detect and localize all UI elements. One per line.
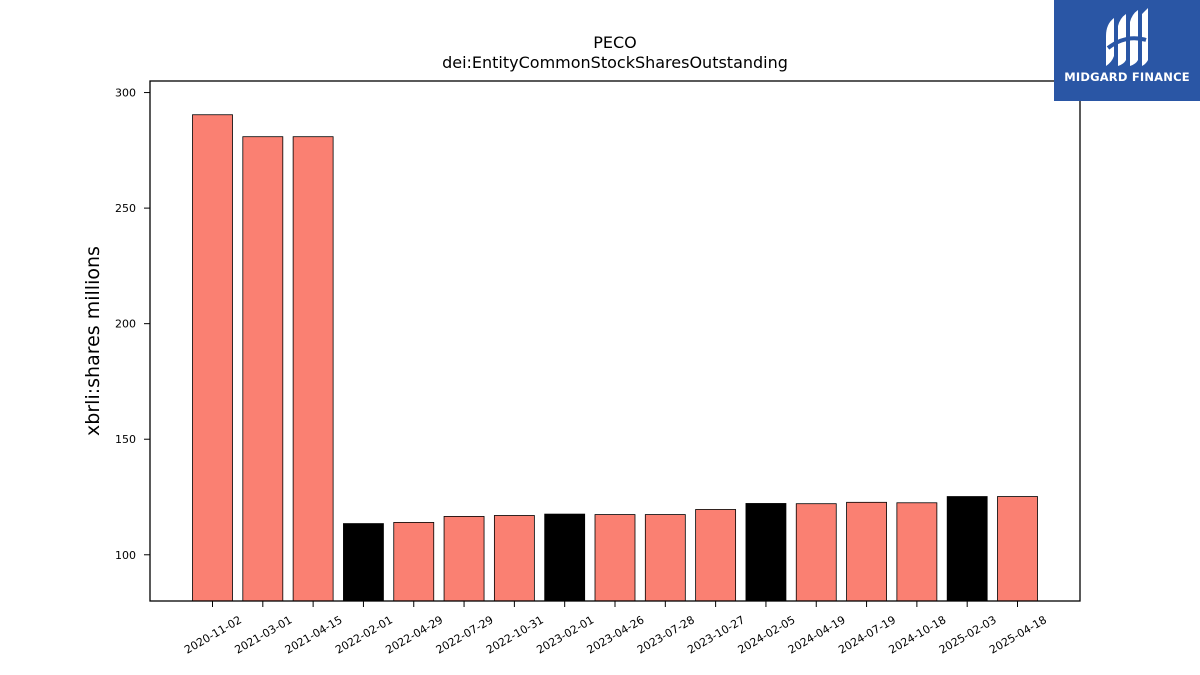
bar-2022-04-29	[393, 522, 435, 602]
chart-title: PECO	[593, 33, 637, 52]
y-axis-ticks: 100 150 200 250 300	[115, 87, 150, 562]
bar-2025-04-18	[997, 496, 1038, 602]
bar-2023-07-28	[644, 514, 686, 602]
bar-2021-03-01	[242, 136, 284, 602]
midgard-finance-logo: MIDGARD FINANCE	[1054, 0, 1200, 101]
bar-2024-07-19	[846, 501, 887, 602]
y-tick-label: 150	[115, 433, 136, 446]
y-tick-label: 100	[115, 549, 136, 562]
bar-2023-04-26	[594, 514, 636, 602]
x-axis-ticks: 2020-11-022021-03-012021-04-152022-02-01…	[182, 601, 1049, 657]
y-axis-label: xbrli:shares millions	[82, 246, 104, 436]
x-tick-label: 2025-04-18	[987, 613, 1049, 656]
bar-2023-10-27	[695, 509, 737, 602]
y-tick-label: 200	[115, 318, 136, 331]
y-tick-label: 300	[115, 87, 136, 100]
logo-text: MIDGARD FINANCE	[1064, 70, 1190, 84]
bar-2021-04-15	[292, 136, 334, 602]
midgard-logo-icon	[1106, 8, 1148, 66]
plot-frame	[149, 80, 1081, 602]
chart-subtitle: dei:EntityCommonStockSharesOutstanding	[442, 53, 788, 72]
bar-2024-10-18	[896, 502, 938, 602]
bar-2023-02-01	[544, 513, 586, 602]
bar-2022-10-31	[493, 515, 535, 602]
bar-2022-02-01	[343, 523, 384, 602]
bars-group	[192, 114, 1038, 602]
bar-2025-02-03	[946, 496, 988, 602]
y-tick-label: 250	[115, 202, 136, 215]
bar-2020-11-02	[192, 114, 233, 602]
bar-2024-04-19	[795, 503, 837, 602]
bar-2024-02-05	[745, 503, 787, 602]
bar-2022-07-29	[443, 516, 485, 602]
